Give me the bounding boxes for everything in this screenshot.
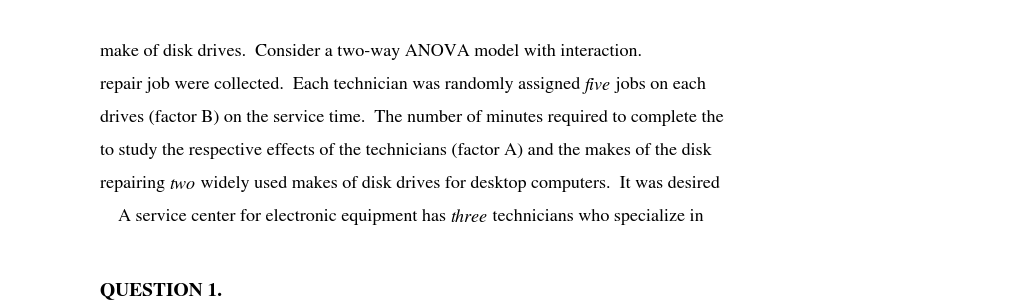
Text: three: three (451, 209, 487, 226)
Text: widely used makes of disk drives for desktop computers.  It was desired: widely used makes of disk drives for des… (196, 176, 720, 192)
Text: make of disk drives.  Consider a two-way ANOVA model with interaction.: make of disk drives. Consider a two-way … (100, 44, 642, 60)
Text: technicians who specialize in: technicians who specialize in (487, 209, 703, 225)
Text: drives (factor B) on the service time.  The number of minutes required to comple: drives (factor B) on the service time. T… (100, 110, 724, 126)
Text: repairing: repairing (100, 176, 170, 192)
Text: five: five (585, 77, 610, 94)
Text: to study the respective effects of the technicians (factor A) and the makes of t: to study the respective effects of the t… (100, 143, 712, 159)
Text: two: two (170, 176, 196, 193)
Text: QUESTION 1.: QUESTION 1. (100, 282, 222, 299)
Text: jobs on each: jobs on each (610, 77, 706, 93)
Text: repair job were collected.  Each technician was randomly assigned: repair job were collected. Each technici… (100, 77, 585, 93)
Text: A service center for electronic equipment has: A service center for electronic equipmen… (100, 209, 451, 225)
